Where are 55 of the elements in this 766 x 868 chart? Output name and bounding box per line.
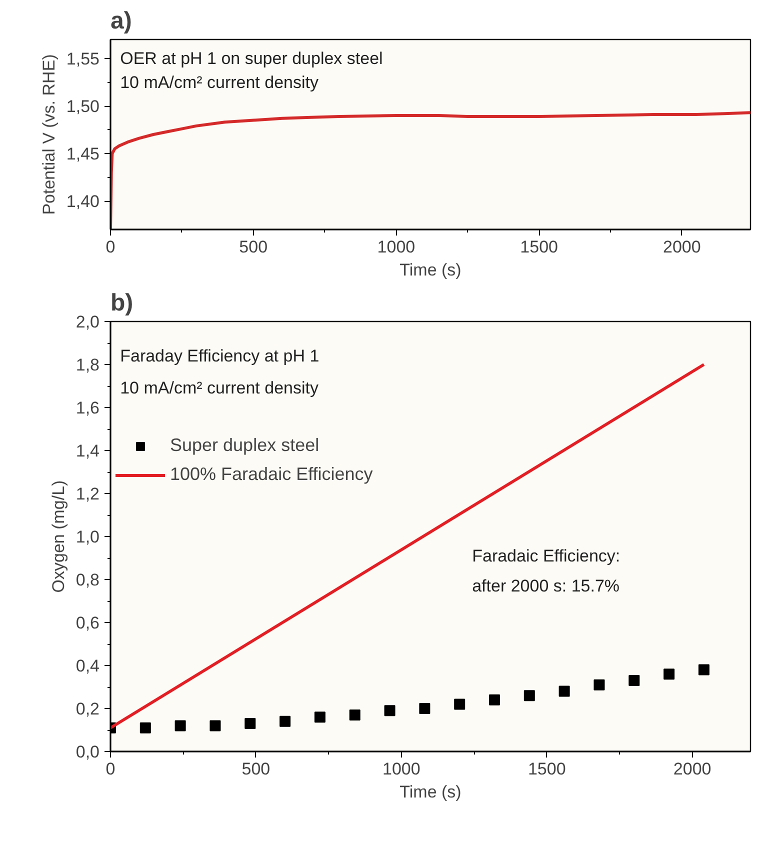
x-tick-label: 500 xyxy=(239,238,268,256)
x-tick-label: 2000 xyxy=(673,760,712,778)
point xyxy=(140,722,151,734)
x-tick-label: 1500 xyxy=(520,238,558,256)
annotation: 10 mA/cm² current density xyxy=(120,378,319,398)
x-tick-label: 0 xyxy=(106,760,116,778)
x-tick-label: 1000 xyxy=(382,760,420,778)
legend-label: 100% Faradaic Efficiency xyxy=(170,464,373,485)
y-tick-label: 1,0 xyxy=(76,528,100,546)
legend-label: Super duplex steel xyxy=(170,435,320,456)
x-axis-title: Time (s) xyxy=(400,782,462,802)
point xyxy=(244,718,256,730)
y-tick-label: 0,0 xyxy=(76,742,100,762)
x-tick-label: 1000 xyxy=(377,238,416,256)
x-tick-label: 1500 xyxy=(528,760,566,778)
x-tick-label: 0 xyxy=(106,238,116,256)
annotation: Faradaic Efficiency: after 2000 s: 15.7% xyxy=(472,546,620,596)
chart-title: b) xyxy=(110,290,134,316)
point xyxy=(174,720,186,732)
point xyxy=(349,709,360,720)
point xyxy=(664,668,675,680)
x-tick-label: 500 xyxy=(242,760,270,778)
y-axis-title: Oxygen (mg/L) xyxy=(48,480,68,593)
annotation: OER at pH 1 on super duplex steel xyxy=(120,49,383,68)
point xyxy=(314,712,326,723)
point xyxy=(558,686,570,697)
y-tick-label: 1,50 xyxy=(66,97,100,116)
point xyxy=(628,675,640,686)
point xyxy=(698,664,710,676)
y-tick-label: 1,55 xyxy=(66,50,100,68)
point xyxy=(454,698,466,710)
point xyxy=(489,694,500,706)
point xyxy=(210,720,221,732)
y-tick-label: 1,40 xyxy=(66,192,100,211)
annotation: 10 mA/cm² current density xyxy=(120,72,319,92)
y-tick-label: 1,45 xyxy=(66,144,100,164)
point xyxy=(280,716,291,727)
point xyxy=(524,690,535,702)
y-tick-label: 1,6 xyxy=(76,398,100,418)
point xyxy=(594,679,605,690)
y-tick-label: 1,4 xyxy=(76,442,100,460)
y-axis-title: Potential V (vs. RHE) xyxy=(39,54,58,215)
y-tick-label: 1,2 xyxy=(76,484,100,504)
y-tick-label: 0,2 xyxy=(76,700,100,718)
y-tick-label: 0,8 xyxy=(76,570,100,590)
point xyxy=(419,703,430,714)
y-tick-label: 2,0 xyxy=(76,312,100,332)
x-axis-title: Time (s) xyxy=(400,260,462,280)
y-tick-label: 0,4 xyxy=(76,656,100,676)
x-tick-label: 2000 xyxy=(663,238,701,256)
y-tick-label: 0,6 xyxy=(76,614,100,632)
y-tick-label: 1,8 xyxy=(76,356,100,374)
chart-title: a) xyxy=(110,8,132,34)
annotation: Faraday Efficiency at pH 1 xyxy=(120,346,320,366)
point xyxy=(384,705,396,716)
